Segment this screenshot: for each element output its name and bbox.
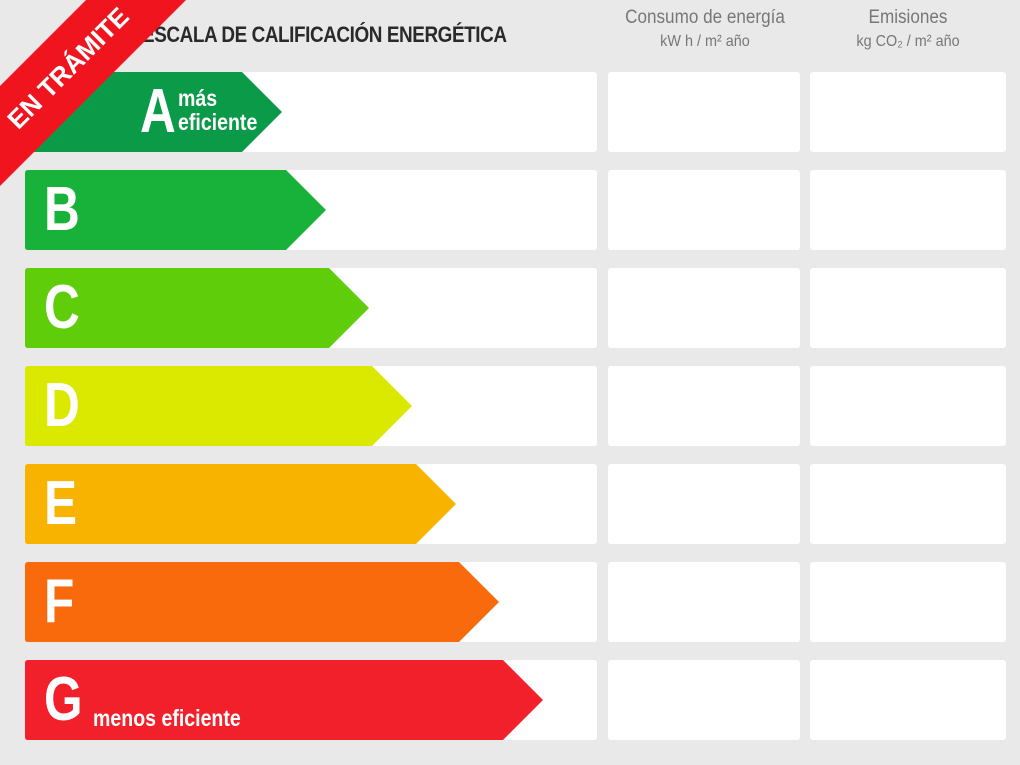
emissions-cell bbox=[810, 464, 1006, 544]
emissions-header: Emisiones kg CO₂ / m² año bbox=[820, 6, 996, 54]
rating-letter: F bbox=[44, 567, 75, 636]
energy-consumption-cell bbox=[608, 268, 800, 348]
arrow-shape bbox=[25, 268, 369, 348]
emissions-unit: kg CO₂ / m² año bbox=[856, 33, 960, 50]
rating-letter: G bbox=[44, 665, 83, 734]
rating-letter: A bbox=[140, 77, 176, 146]
arrow-shape bbox=[25, 464, 456, 544]
rating-letter: C bbox=[44, 273, 80, 342]
arrow-shape bbox=[25, 366, 412, 446]
arrow-shape bbox=[25, 170, 326, 250]
emissions-cell bbox=[810, 170, 1006, 250]
page-title: ESCALA DE CALIFICACIÓN ENERGÉTICA bbox=[142, 22, 507, 47]
rating-arrow-g bbox=[25, 660, 543, 740]
rating-note: más eficiente bbox=[178, 85, 258, 135]
arrow-shape bbox=[25, 660, 543, 740]
rating-letter: B bbox=[44, 175, 80, 244]
emissions-label: Emisiones bbox=[868, 7, 948, 28]
emissions-cell bbox=[810, 660, 1006, 740]
energy-consumption-cell bbox=[608, 562, 800, 642]
rating-arrow-d bbox=[25, 366, 412, 446]
rating-arrow-f bbox=[25, 562, 499, 642]
energy-consumption-header: Consumo de energía kW h / m² año bbox=[618, 6, 793, 54]
arrow-shape bbox=[25, 562, 499, 642]
rating-letter: D bbox=[44, 371, 80, 440]
emissions-cell bbox=[810, 268, 1006, 348]
rating-arrow-e bbox=[25, 464, 456, 544]
energy-consumption-cell bbox=[608, 366, 800, 446]
rating-arrow-c bbox=[25, 268, 369, 348]
emissions-cell bbox=[810, 72, 1006, 152]
energy-consumption-cell bbox=[608, 72, 800, 152]
emissions-cell bbox=[810, 366, 1006, 446]
energy-consumption-label: Consumo de energía bbox=[625, 7, 785, 28]
energy-consumption-cell bbox=[608, 170, 800, 250]
emissions-cell bbox=[810, 562, 1006, 642]
rating-letter: E bbox=[44, 469, 78, 538]
rating-note: menos eficiente bbox=[93, 705, 241, 731]
energy-consumption-cell bbox=[608, 464, 800, 544]
rating-arrow-b bbox=[25, 170, 326, 250]
energy-consumption-cell bbox=[608, 660, 800, 740]
energy-consumption-unit: kW h / m² año bbox=[660, 33, 750, 50]
